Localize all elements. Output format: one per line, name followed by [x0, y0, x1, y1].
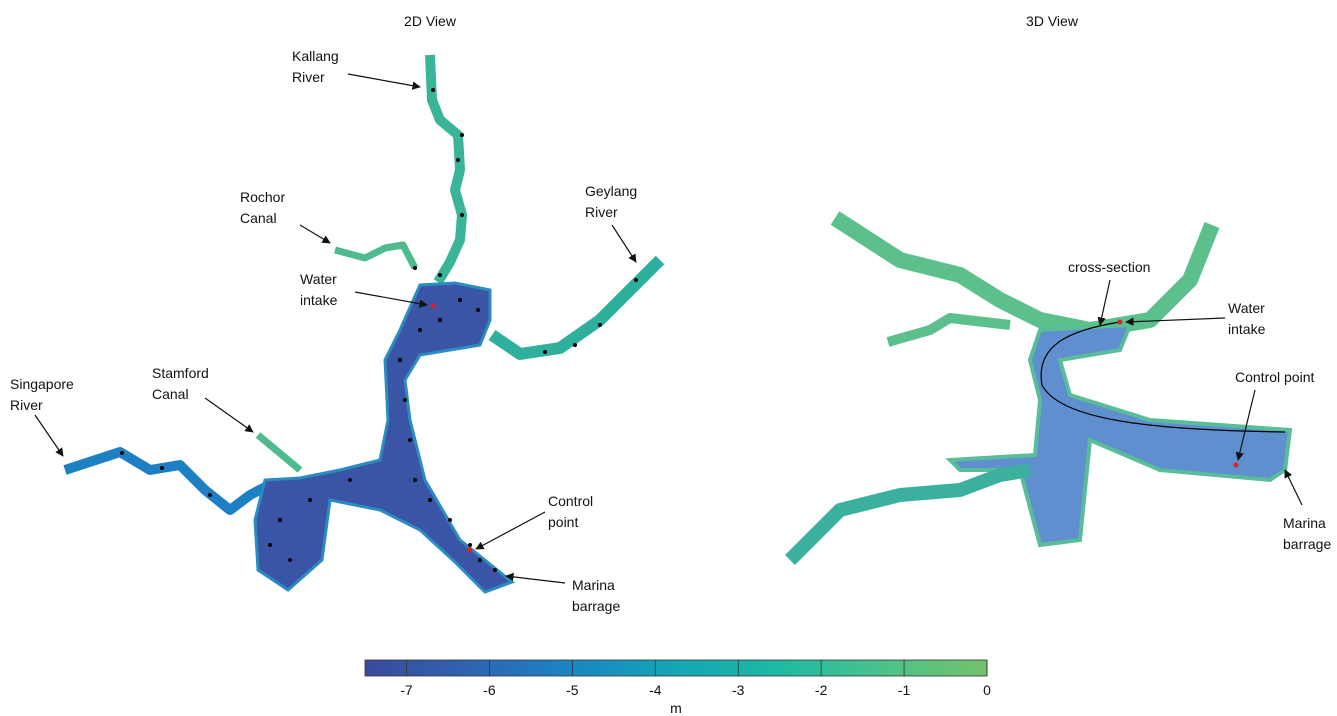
annotation-line: cross-section: [1068, 259, 1150, 275]
annotation: Stamford Canal: [152, 365, 209, 402]
singapore-river: [65, 452, 275, 510]
annotation-line: Water: [1228, 300, 1265, 316]
reservoir: [255, 283, 512, 592]
geylang-river: [492, 260, 660, 354]
colorbar-tick-label: -2: [815, 682, 828, 698]
lower-river-3d: [790, 470, 1030, 560]
colorbar: -7 -6 -5 -4 -3 -2 -1 0 m: [365, 660, 991, 716]
annotation: Geylang River: [585, 183, 637, 220]
annotation: Water intake: [1228, 300, 1266, 337]
labels: Kallang River Rochor Canal Water intake Geylan…: [10, 48, 1331, 614]
annotation-line: Water: [300, 271, 337, 287]
panel-title: 3D View: [1026, 13, 1079, 29]
map-3d: [790, 218, 1290, 560]
annotation-line: intake: [300, 292, 338, 308]
annotation-line: Marina: [572, 577, 615, 593]
colorbar-label: m: [670, 700, 682, 716]
figure: 2D View 3D View Kallang River Rochor Canal W…: [0, 0, 1337, 716]
colorbar-tick-label: 0: [983, 682, 991, 698]
annotation-line: Kallang: [292, 48, 339, 64]
colorbar-tick-label: -1: [898, 682, 911, 698]
annotation-line: Canal: [240, 210, 277, 226]
annotation: cross-section: [1068, 259, 1150, 275]
annotation-line: Control point: [1235, 369, 1314, 385]
annotation: Water intake: [300, 271, 338, 308]
annotation-line: River: [10, 397, 43, 413]
annotation-line: Geylang: [585, 183, 637, 199]
stamford-canal: [258, 435, 300, 470]
annotation-line: barrage: [572, 598, 620, 614]
rochor-canal: [335, 245, 415, 268]
colorbar-tick-label: -6: [483, 682, 496, 698]
annotation-line: Canal: [152, 386, 189, 402]
annotation-line: Stamford: [152, 365, 209, 381]
colorbar-tick-label: -4: [649, 682, 662, 698]
annotation-line: Singapore: [10, 376, 74, 392]
annotation: Kallang River: [292, 48, 339, 85]
colorbar-tick-label: -5: [566, 682, 579, 698]
annotation-line: barrage: [1283, 536, 1331, 552]
annotation: Control point: [548, 493, 593, 530]
map-2d: [65, 55, 660, 592]
panel-title: 2D View: [404, 13, 457, 29]
colorbar-tick-label: -7: [400, 682, 413, 698]
annotation-line: Rochor: [240, 189, 285, 205]
river-3d: [835, 218, 1212, 330]
colorbar-scale: [365, 660, 987, 676]
reservoir-3d: [950, 325, 1290, 545]
annotation-line: point: [548, 514, 578, 530]
intake-point-3d: [1118, 320, 1123, 325]
annotation-line: Marina: [1283, 515, 1326, 531]
annotation-line: Control: [548, 493, 593, 509]
annotation: Marina barrage: [572, 577, 620, 614]
annotation: Control point: [1235, 369, 1314, 385]
control-point: [468, 548, 473, 553]
annotation: Singapore River: [10, 376, 74, 413]
canal-3d: [888, 318, 1010, 342]
control-point-3d: [1234, 463, 1239, 468]
kallang-river: [430, 55, 462, 282]
annotation-line: River: [292, 69, 325, 85]
annotation-line: River: [585, 204, 618, 220]
annotation: Rochor Canal: [240, 189, 285, 226]
intake-point: [431, 304, 436, 309]
annotation-line: intake: [1228, 321, 1266, 337]
annotation: Marina barrage: [1283, 515, 1331, 552]
colorbar-tick-label: -3: [732, 682, 745, 698]
